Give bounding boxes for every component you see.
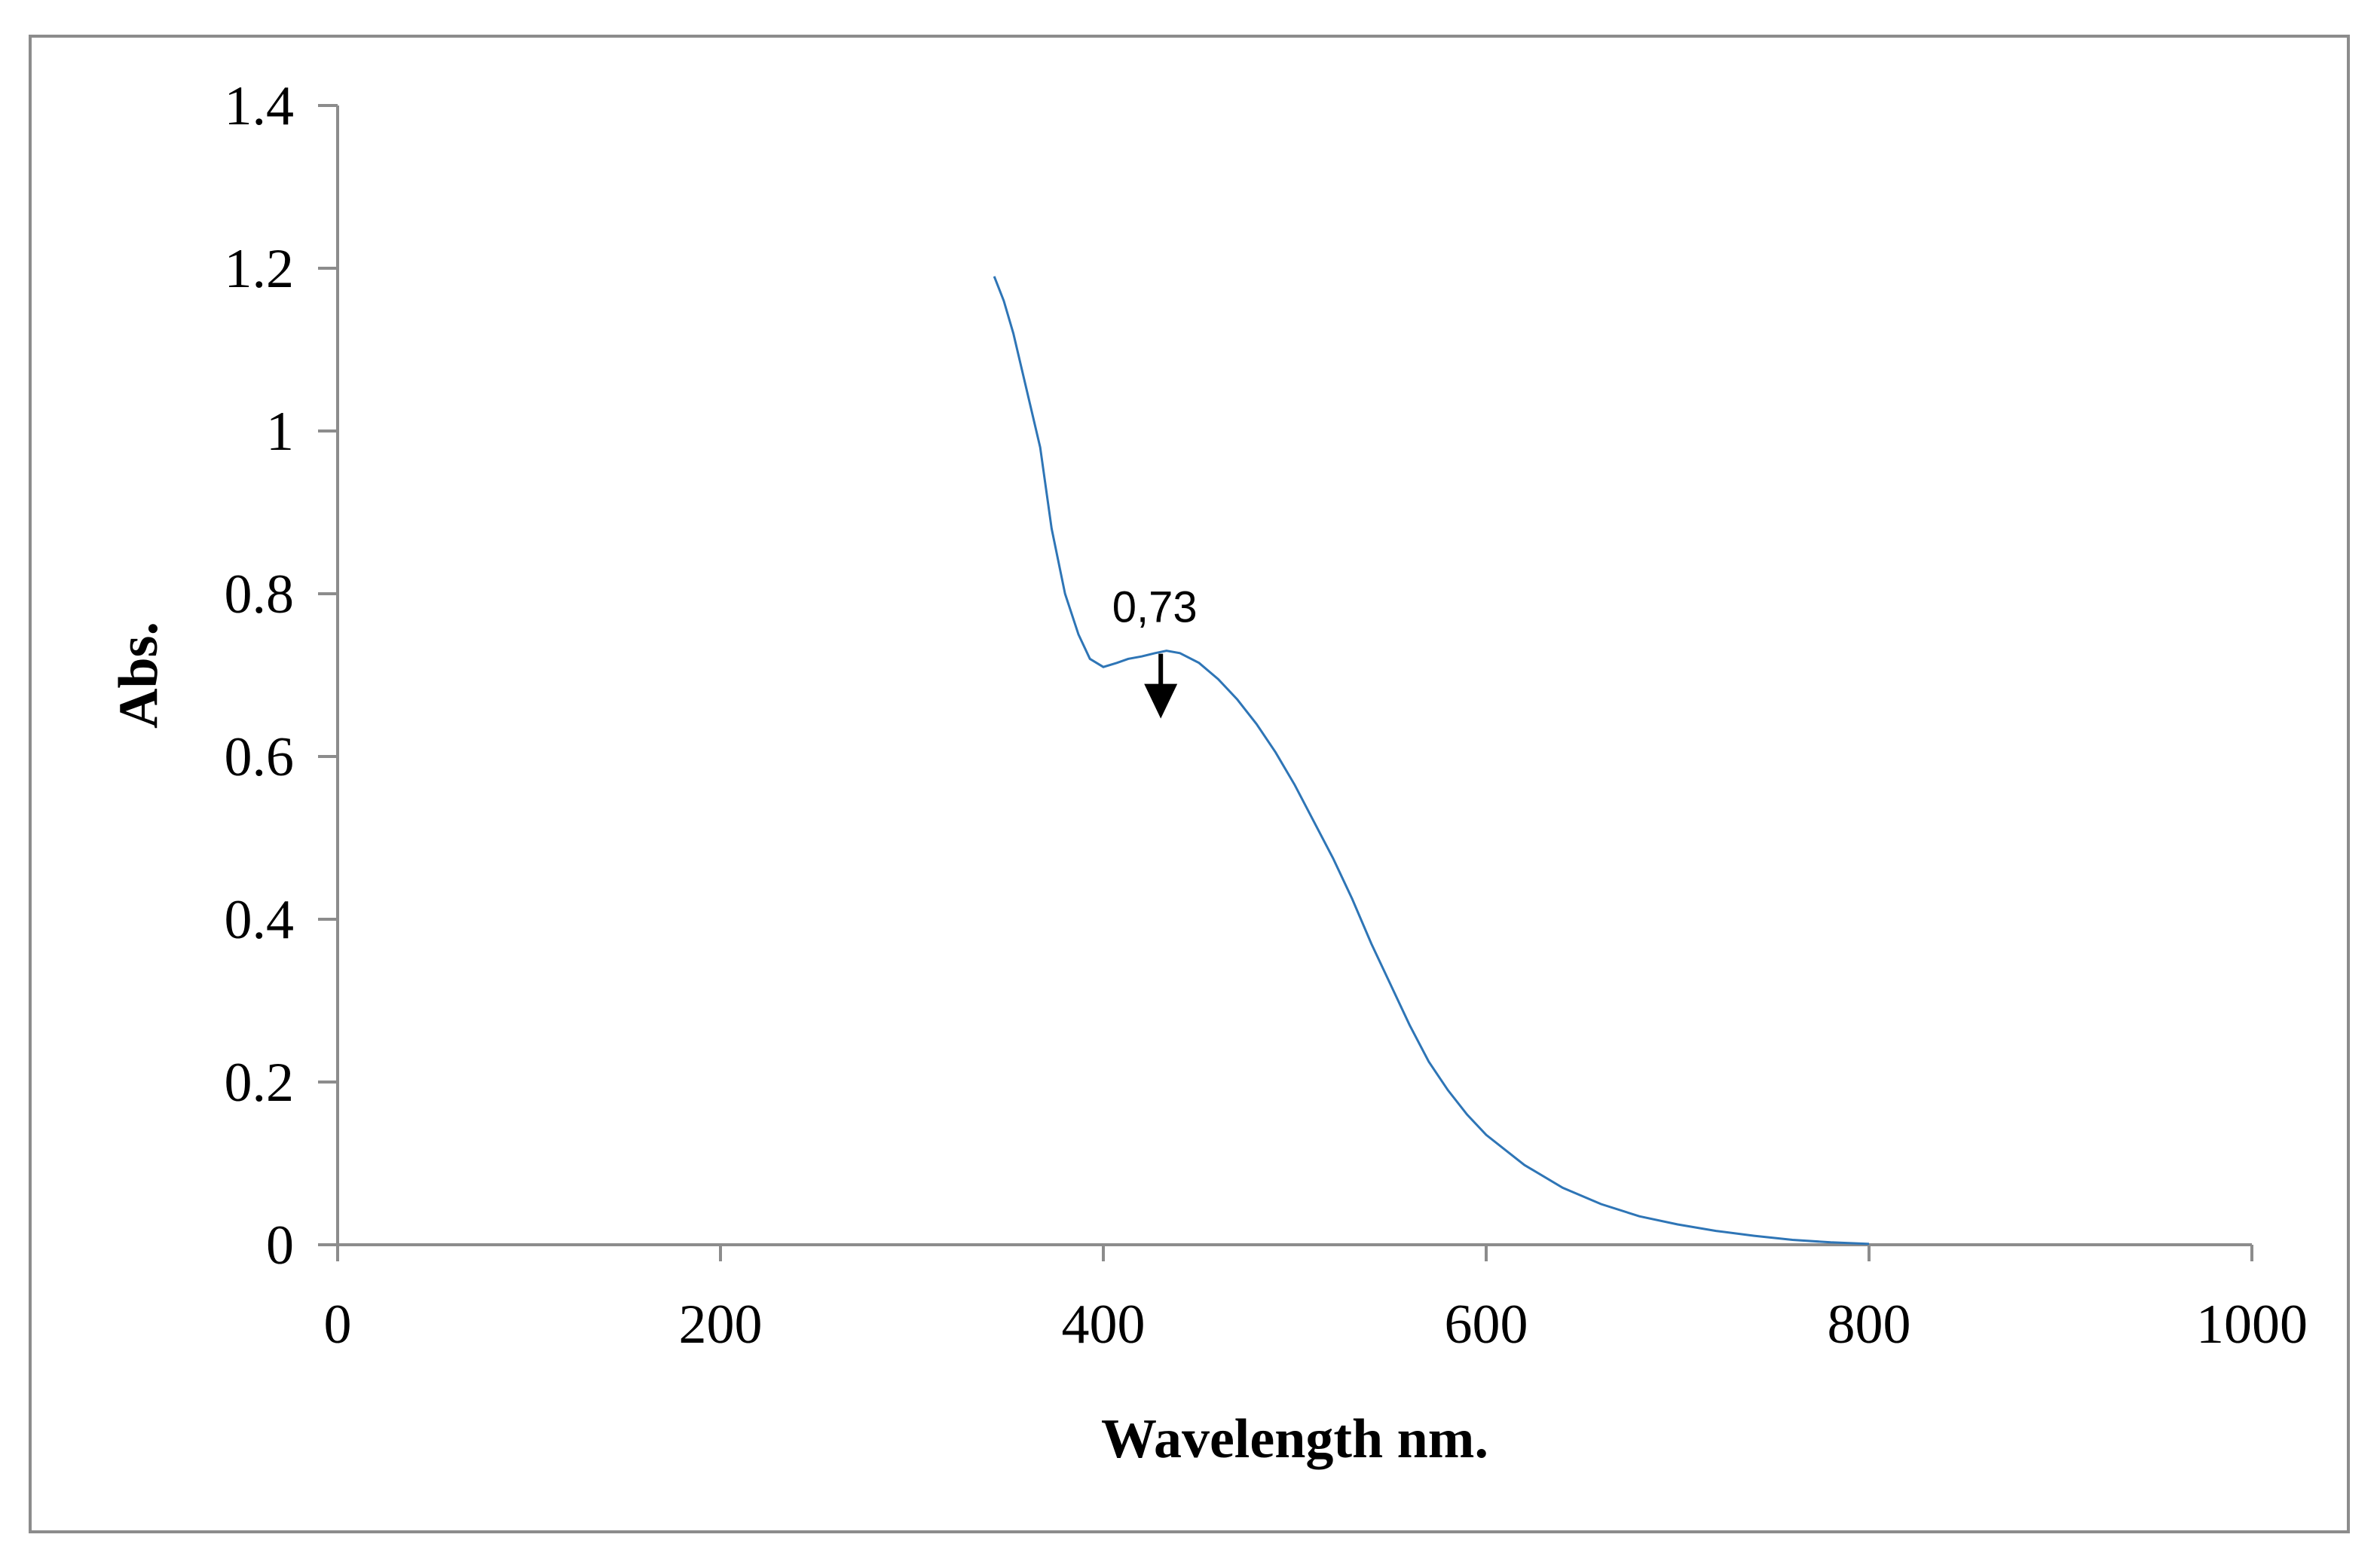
chart-frame: [29, 35, 2350, 1533]
peak-annotation-label: 0,73: [1112, 583, 1198, 632]
y-tick-label: 0.6: [225, 726, 295, 788]
x-tick-label: 800: [1828, 1294, 1911, 1356]
x-axis-title: Wavelength nm.: [1101, 1408, 1488, 1470]
y-axis-title: Abs.: [108, 622, 170, 729]
x-tick-label: 400: [1062, 1294, 1146, 1356]
x-tick-label: 1000: [2196, 1294, 2308, 1356]
y-tick-label: 0.8: [225, 564, 295, 625]
y-tick-label: 0.4: [225, 889, 295, 951]
x-axis-ticks: 0 200 400 600 800 1000: [324, 1245, 2308, 1356]
y-axis-ticks: 0 0.2 0.4 0.6 0.8 1 1.2 1.4: [225, 75, 338, 1276]
y-tick-label: 0.2: [225, 1052, 295, 1114]
annotation-layer: 0,73: [1112, 583, 1198, 719]
y-tick-label: 1.2: [225, 238, 295, 300]
y-tick-label: 1: [266, 401, 294, 463]
absorbance-series-line: [993, 276, 1870, 1246]
x-tick-label: 0: [324, 1294, 352, 1356]
x-tick-label: 200: [679, 1294, 763, 1356]
y-tick-label: 0: [266, 1215, 294, 1276]
series-layer: [993, 276, 1870, 1246]
x-tick-label: 600: [1445, 1294, 1528, 1356]
y-tick-label: 1.4: [225, 75, 295, 137]
annotation-arrow-head: [1144, 683, 1178, 719]
